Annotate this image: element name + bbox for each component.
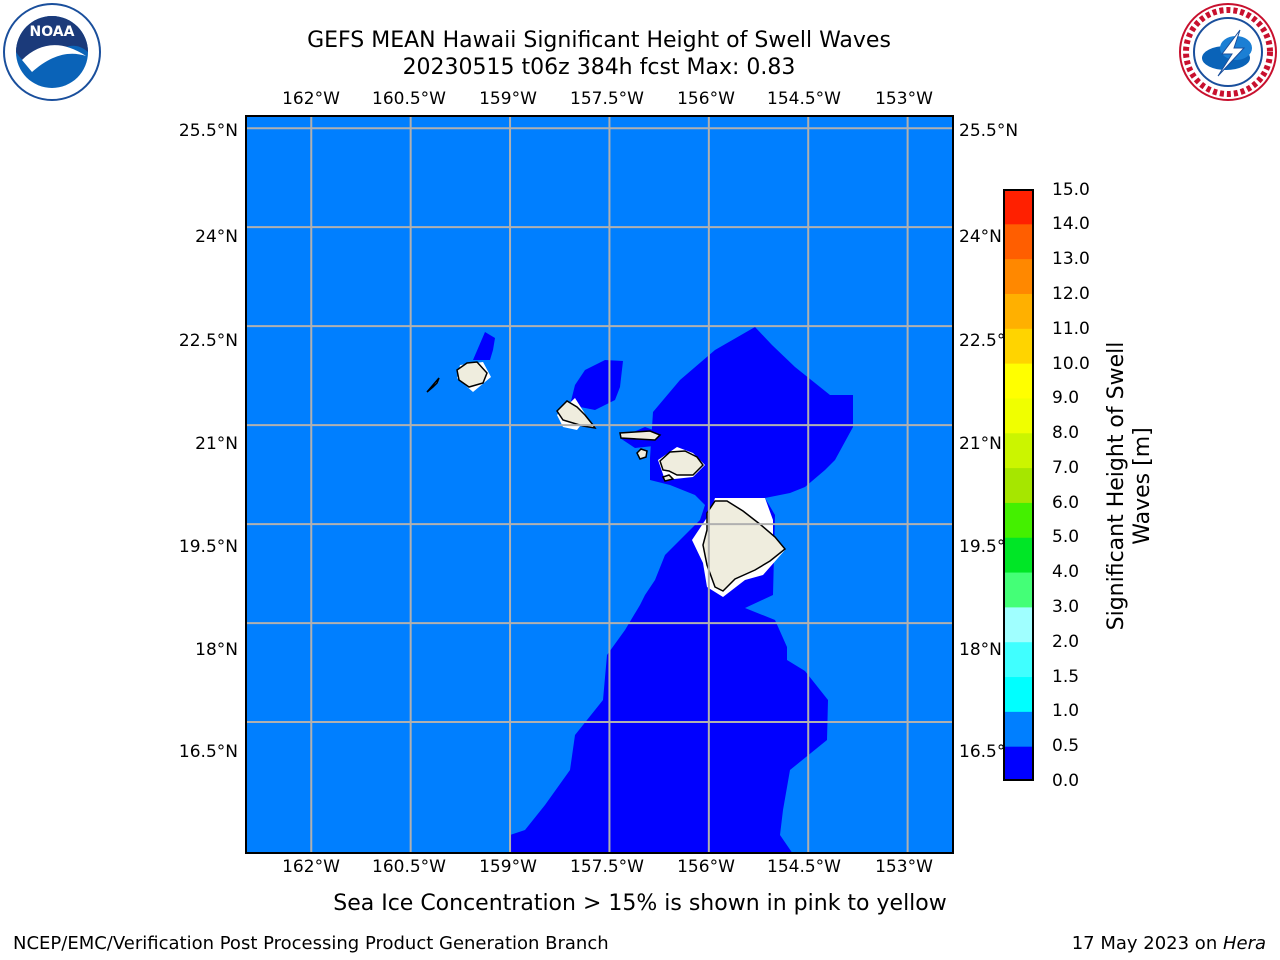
- lat-tick-label: 25.5°N: [959, 121, 1019, 141]
- colorbar-tick-label: 13.0: [1052, 249, 1090, 269]
- colorbar-band: [1003, 258, 1034, 294]
- colorbar-band: [1003, 746, 1034, 781]
- colorbar-band: [1003, 537, 1034, 573]
- lat-tick-label: 24°N: [959, 227, 1002, 247]
- lat-tick-label: 19.5°N: [178, 537, 238, 557]
- colorbar: [1003, 189, 1034, 781]
- lat-tick-label: 18°N: [195, 640, 238, 660]
- colorbar-band: [1003, 397, 1034, 434]
- colorbar-tick-label: 6.0: [1052, 493, 1080, 513]
- colorbar-tick-label: 11.0: [1052, 319, 1090, 339]
- colorbar-tick-label: 0.0: [1052, 771, 1080, 791]
- lat-tick-label: 22.5°N: [178, 331, 238, 351]
- footer-date: 17 May 2023 on Hera: [1072, 933, 1266, 954]
- colorbar-band: [1003, 328, 1034, 364]
- colorbar-tick-label: 1.5: [1052, 667, 1080, 687]
- colorbar-band: [1003, 189, 1034, 225]
- lon-tick-label: 156°W: [677, 89, 735, 109]
- island-molokai: [619, 430, 662, 441]
- colorbar-tick-label: 4.0: [1052, 562, 1080, 582]
- colorbar-band: [1003, 641, 1034, 678]
- colorbar-band: [1003, 572, 1034, 608]
- colorbar-title-line2: Waves [m]: [1130, 427, 1155, 545]
- map-subtitle: 20230515 t06z 384h fcst Max: 0.83: [402, 55, 796, 80]
- lon-tick-label: 160.5°W: [372, 857, 446, 877]
- lat-tick-label: 16.5°N: [178, 742, 238, 762]
- swell-region-kauai: [473, 332, 495, 360]
- colorbar-tick-label: 0.5: [1052, 736, 1080, 756]
- colorbar-tick-label: 2.0: [1052, 632, 1080, 652]
- colorbar-band: [1003, 467, 1034, 503]
- colorbar-title-line1: Significant Height of Swell: [1104, 341, 1129, 631]
- colorbar-tick-label: 3.0: [1052, 597, 1080, 617]
- lon-tick-label: 157.5°W: [570, 857, 644, 877]
- island-maui: [659, 450, 704, 476]
- swell-height-map: [245, 115, 954, 854]
- colorbar-tick-label: 12.0: [1052, 284, 1090, 304]
- lon-tick-label: 157.5°W: [570, 89, 644, 109]
- colorbar-tick-label: 10.0: [1052, 354, 1090, 374]
- island-kauai: [456, 361, 488, 388]
- island-kahoolawe: [661, 474, 675, 482]
- colorbar-tick-label: 1.0: [1052, 701, 1080, 721]
- lon-tick-label: 160.5°W: [372, 89, 446, 109]
- colorbar-band: [1003, 363, 1034, 399]
- colorbar-band: [1003, 432, 1034, 469]
- colorbar-band: [1003, 502, 1034, 538]
- colorbar-tick-label: 14.0: [1052, 214, 1090, 234]
- graticule: [245, 115, 954, 854]
- colorbar-band: [1003, 606, 1034, 643]
- lat-tick-label: 18°N: [959, 640, 1002, 660]
- lon-tick-label: 162°W: [282, 89, 340, 109]
- colorbar-tick-label: 8.0: [1052, 423, 1080, 443]
- lon-tick-label: 153°W: [875, 89, 933, 109]
- lon-tick-label: 154.5°W: [767, 857, 841, 877]
- colorbar-tick-label: 15.0: [1052, 180, 1090, 200]
- colorbar-frame: [1003, 189, 1034, 781]
- lat-tick-label: 21°N: [195, 434, 238, 454]
- island-lanai: [636, 448, 648, 460]
- colorbar-tick-label: 5.0: [1052, 527, 1080, 547]
- lon-tick-label: 153°W: [875, 857, 933, 877]
- colorbar-tick-label: 7.0: [1052, 458, 1080, 478]
- colorbar-band: [1003, 293, 1034, 329]
- lon-tick-label: 159°W: [479, 857, 537, 877]
- lat-tick-label: 24°N: [195, 227, 238, 247]
- sea-ice-note: Sea Ice Concentration > 15% is shown in …: [333, 891, 947, 916]
- noaa-logo-icon: NOAA: [3, 3, 101, 101]
- island-niihau: [426, 377, 440, 393]
- footer-credit: NCEP/EMC/Verification Post Processing Pr…: [13, 933, 609, 954]
- island-oahu: [556, 400, 597, 430]
- colorbar-band: [1003, 223, 1034, 260]
- footer-host: Hera: [1222, 933, 1266, 954]
- lon-tick-label: 156°W: [677, 857, 735, 877]
- map-title: GEFS MEAN Hawaii Significant Height of S…: [307, 28, 891, 53]
- map-frame: [245, 115, 954, 854]
- nws-logo-icon: [1179, 3, 1277, 101]
- footer-date-text: 17 May 2023 on: [1071, 933, 1223, 954]
- lon-tick-label: 162°W: [282, 857, 340, 877]
- colorbar-band: [1003, 711, 1034, 747]
- colorbar-title: Significant Height of Swell Waves [m]: [1104, 336, 1156, 636]
- lon-tick-label: 154.5°W: [767, 89, 841, 109]
- lat-tick-label: 25.5°N: [178, 121, 238, 141]
- noaa-logo-text: NOAA: [30, 24, 75, 40]
- colorbar-tick-label: 9.0: [1052, 388, 1080, 408]
- lat-tick-label: 21°N: [959, 434, 1002, 454]
- lon-tick-label: 159°W: [479, 89, 537, 109]
- colorbar-band: [1003, 676, 1034, 712]
